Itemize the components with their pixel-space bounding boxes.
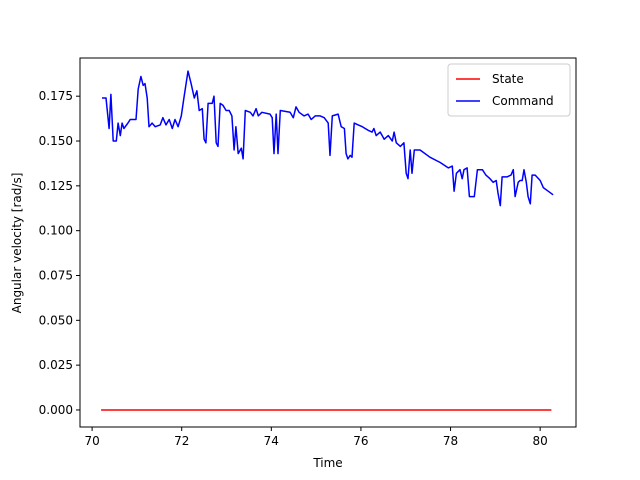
y-tick-label: 0.125 (39, 179, 73, 193)
y-tick-label: 0.000 (39, 403, 73, 417)
x-tick-label: 74 (264, 434, 279, 448)
x-tick-label: 70 (84, 434, 99, 448)
x-tick-label: 78 (443, 434, 458, 448)
y-tick-label: 0.075 (39, 268, 73, 282)
x-tick-label: 72 (174, 434, 189, 448)
x-tick-label: 76 (353, 434, 368, 448)
y-tick-label: 0.050 (39, 313, 73, 327)
data-line (102, 70, 554, 207)
x-tick-label: 80 (533, 434, 548, 448)
y-tick-label: 0.025 (39, 358, 73, 372)
x-axis-label: Time (312, 456, 342, 470)
y-tick-label: 0.150 (39, 134, 73, 148)
legend-label: Command (492, 94, 554, 108)
legend-label: State (492, 72, 524, 86)
y-tick-label: 0.100 (39, 224, 73, 238)
y-tick-label: 0.175 (39, 89, 73, 103)
plot-frame (79, 57, 577, 428)
y-axis-label: Angular velocity [rad/s] (10, 173, 24, 314)
legend-box (447, 63, 571, 117)
